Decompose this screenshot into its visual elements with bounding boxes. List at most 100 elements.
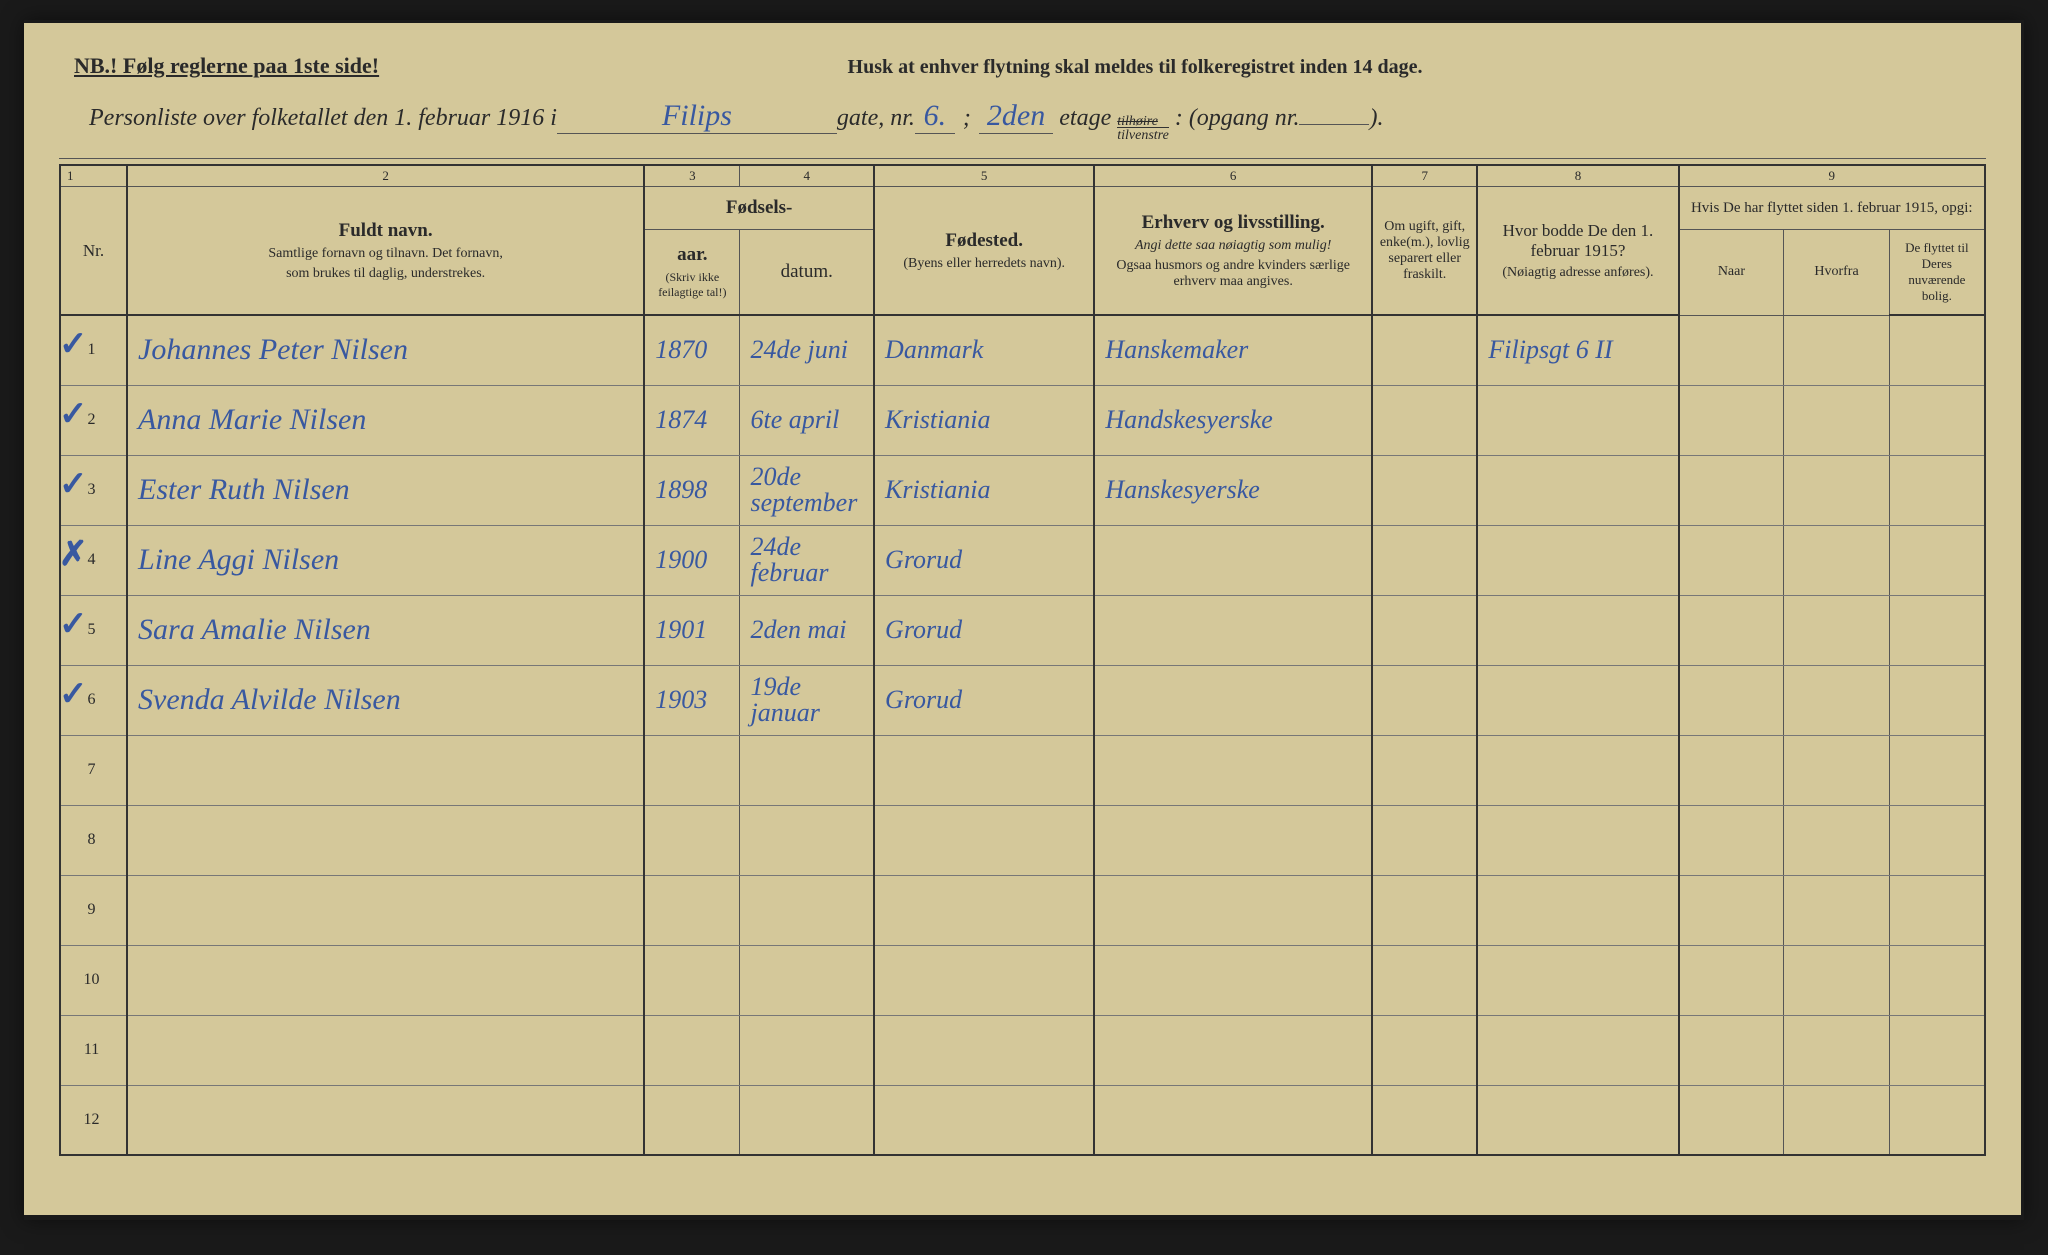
hdr-status: Om ugift, gift, enke(m.), lovlig separer… — [1372, 187, 1477, 316]
table-header: 1 2 3 4 5 6 7 8 9 Nr. Fuldt navn. Samtli… — [60, 165, 1985, 315]
cell-year — [644, 805, 740, 875]
cell-date — [740, 875, 874, 945]
table-row: 9 — [60, 875, 1985, 945]
gate-nr-fill: 6. — [915, 99, 955, 134]
cell-nr: 7 — [60, 735, 127, 805]
cell-occupation — [1094, 1085, 1372, 1155]
hdr-moved: Hvis De har flyttet siden 1. februar 191… — [1679, 187, 1986, 230]
check-mark: ✓ — [59, 464, 88, 504]
cell-date: 24de februar — [740, 525, 874, 595]
hdr-address: Hvor bodde De den 1. februar 1915? (Nøia… — [1477, 187, 1678, 316]
cell-name — [127, 1015, 644, 1085]
cell-date: 19de januar — [740, 665, 874, 735]
cell-nr: 8 — [60, 805, 127, 875]
cell-nr: 11 — [60, 1015, 127, 1085]
cell-occupation: Handskesyerske — [1094, 385, 1372, 455]
etage-label: etage — [1059, 105, 1111, 132]
nb-warning: NB.! Følg reglerne paa 1ste side! — [74, 53, 379, 79]
cell-moved — [1889, 385, 1985, 455]
cell-year: 1903 — [644, 665, 740, 735]
census-table: 1 2 3 4 5 6 7 8 9 Nr. Fuldt navn. Samtli… — [59, 164, 1986, 1156]
cell-name: Ester Ruth Nilsen — [127, 455, 644, 525]
cell-year: 1898 — [644, 455, 740, 525]
header-row-1: Nr. Fuldt navn. Samtlige fornavn og tiln… — [60, 187, 1985, 230]
cell-nr: ✗ 4 — [60, 525, 127, 595]
header-line: NB.! Følg reglerne paa 1ste side! Husk a… — [59, 53, 1986, 79]
col-num: 3 — [644, 165, 740, 187]
cell-name — [127, 875, 644, 945]
col-num: 4 — [740, 165, 874, 187]
table-row: ✓ 5 Sara Amalie Nilsen 1901 2den mai Gro… — [60, 595, 1985, 665]
cell-from — [1784, 665, 1889, 735]
cell-year: 1900 — [644, 525, 740, 595]
cell-address: Filipsgt 6 II — [1477, 315, 1678, 385]
cell-year — [644, 735, 740, 805]
cell-name — [127, 1085, 644, 1155]
subtitle-line: Personliste over folketallet den 1. febr… — [59, 99, 1986, 159]
table-row: 7 — [60, 735, 1985, 805]
subtitle-prefix: Personliste over folketallet den 1. febr… — [89, 105, 557, 132]
hdr-birth: Fødsels- — [644, 187, 874, 230]
hdr-moved-sub: De flyttet til Deres nuværende bolig. — [1889, 230, 1985, 316]
cell-from — [1784, 875, 1889, 945]
cell-date — [740, 805, 874, 875]
cell-address — [1477, 1015, 1678, 1085]
cell-year — [644, 945, 740, 1015]
cell-place — [874, 735, 1094, 805]
cell-moved — [1889, 525, 1985, 595]
cell-place — [874, 945, 1094, 1015]
cell-from — [1784, 805, 1889, 875]
cell-name — [127, 945, 644, 1015]
cell-date — [740, 1085, 874, 1155]
cell-occupation — [1094, 595, 1372, 665]
cell-from — [1784, 945, 1889, 1015]
cell-place: Kristiania — [874, 385, 1094, 455]
cell-when — [1679, 735, 1784, 805]
cell-when — [1679, 385, 1784, 455]
cell-from — [1784, 455, 1889, 525]
opgang-nr-fill — [1299, 124, 1369, 125]
cell-occupation — [1094, 945, 1372, 1015]
cell-from — [1784, 315, 1889, 385]
cell-address — [1477, 665, 1678, 735]
cell-when — [1679, 595, 1784, 665]
cell-year — [644, 875, 740, 945]
cell-date — [740, 945, 874, 1015]
cell-status — [1372, 735, 1477, 805]
cell-when — [1679, 805, 1784, 875]
cell-year: 1870 — [644, 315, 740, 385]
cell-nr: ✓ 5 — [60, 595, 127, 665]
cell-status — [1372, 1085, 1477, 1155]
hdr-year: aar. (Skriv ikke feilagtige tal!) — [644, 230, 740, 316]
col-num: 9 — [1679, 165, 1986, 187]
colon: : — [1175, 105, 1183, 132]
cell-year: 1901 — [644, 595, 740, 665]
cell-nr: 10 — [60, 945, 127, 1015]
hdr-name: Fuldt navn. Samtlige fornavn og tilnavn.… — [127, 187, 644, 316]
cell-date — [740, 735, 874, 805]
cell-address — [1477, 945, 1678, 1015]
hdr-name-title: Fuldt navn. — [339, 220, 433, 241]
cell-name: Svenda Alvilde Nilsen — [127, 665, 644, 735]
cell-address — [1477, 805, 1678, 875]
column-numbers-row: 1 2 3 4 5 6 7 8 9 — [60, 165, 1985, 187]
table-body: ✓ 1 Johannes Peter Nilsen 1870 24de juni… — [60, 315, 1985, 1155]
cell-name — [127, 805, 644, 875]
check-mark: ✓ — [59, 674, 88, 714]
cell-from — [1784, 595, 1889, 665]
cell-moved — [1889, 1085, 1985, 1155]
cell-occupation — [1094, 525, 1372, 595]
cell-moved — [1889, 805, 1985, 875]
cell-status — [1372, 665, 1477, 735]
cell-name: Anna Marie Nilsen — [127, 385, 644, 455]
cell-date: 6te april — [740, 385, 874, 455]
cell-address — [1477, 525, 1678, 595]
cell-status — [1372, 385, 1477, 455]
hdr-when: Naar — [1679, 230, 1784, 316]
cell-nr: ✓ 3 — [60, 455, 127, 525]
cell-occupation — [1094, 665, 1372, 735]
cell-moved — [1889, 595, 1985, 665]
opgang-close: ). — [1369, 105, 1383, 132]
cell-status — [1372, 525, 1477, 595]
cell-from — [1784, 525, 1889, 595]
